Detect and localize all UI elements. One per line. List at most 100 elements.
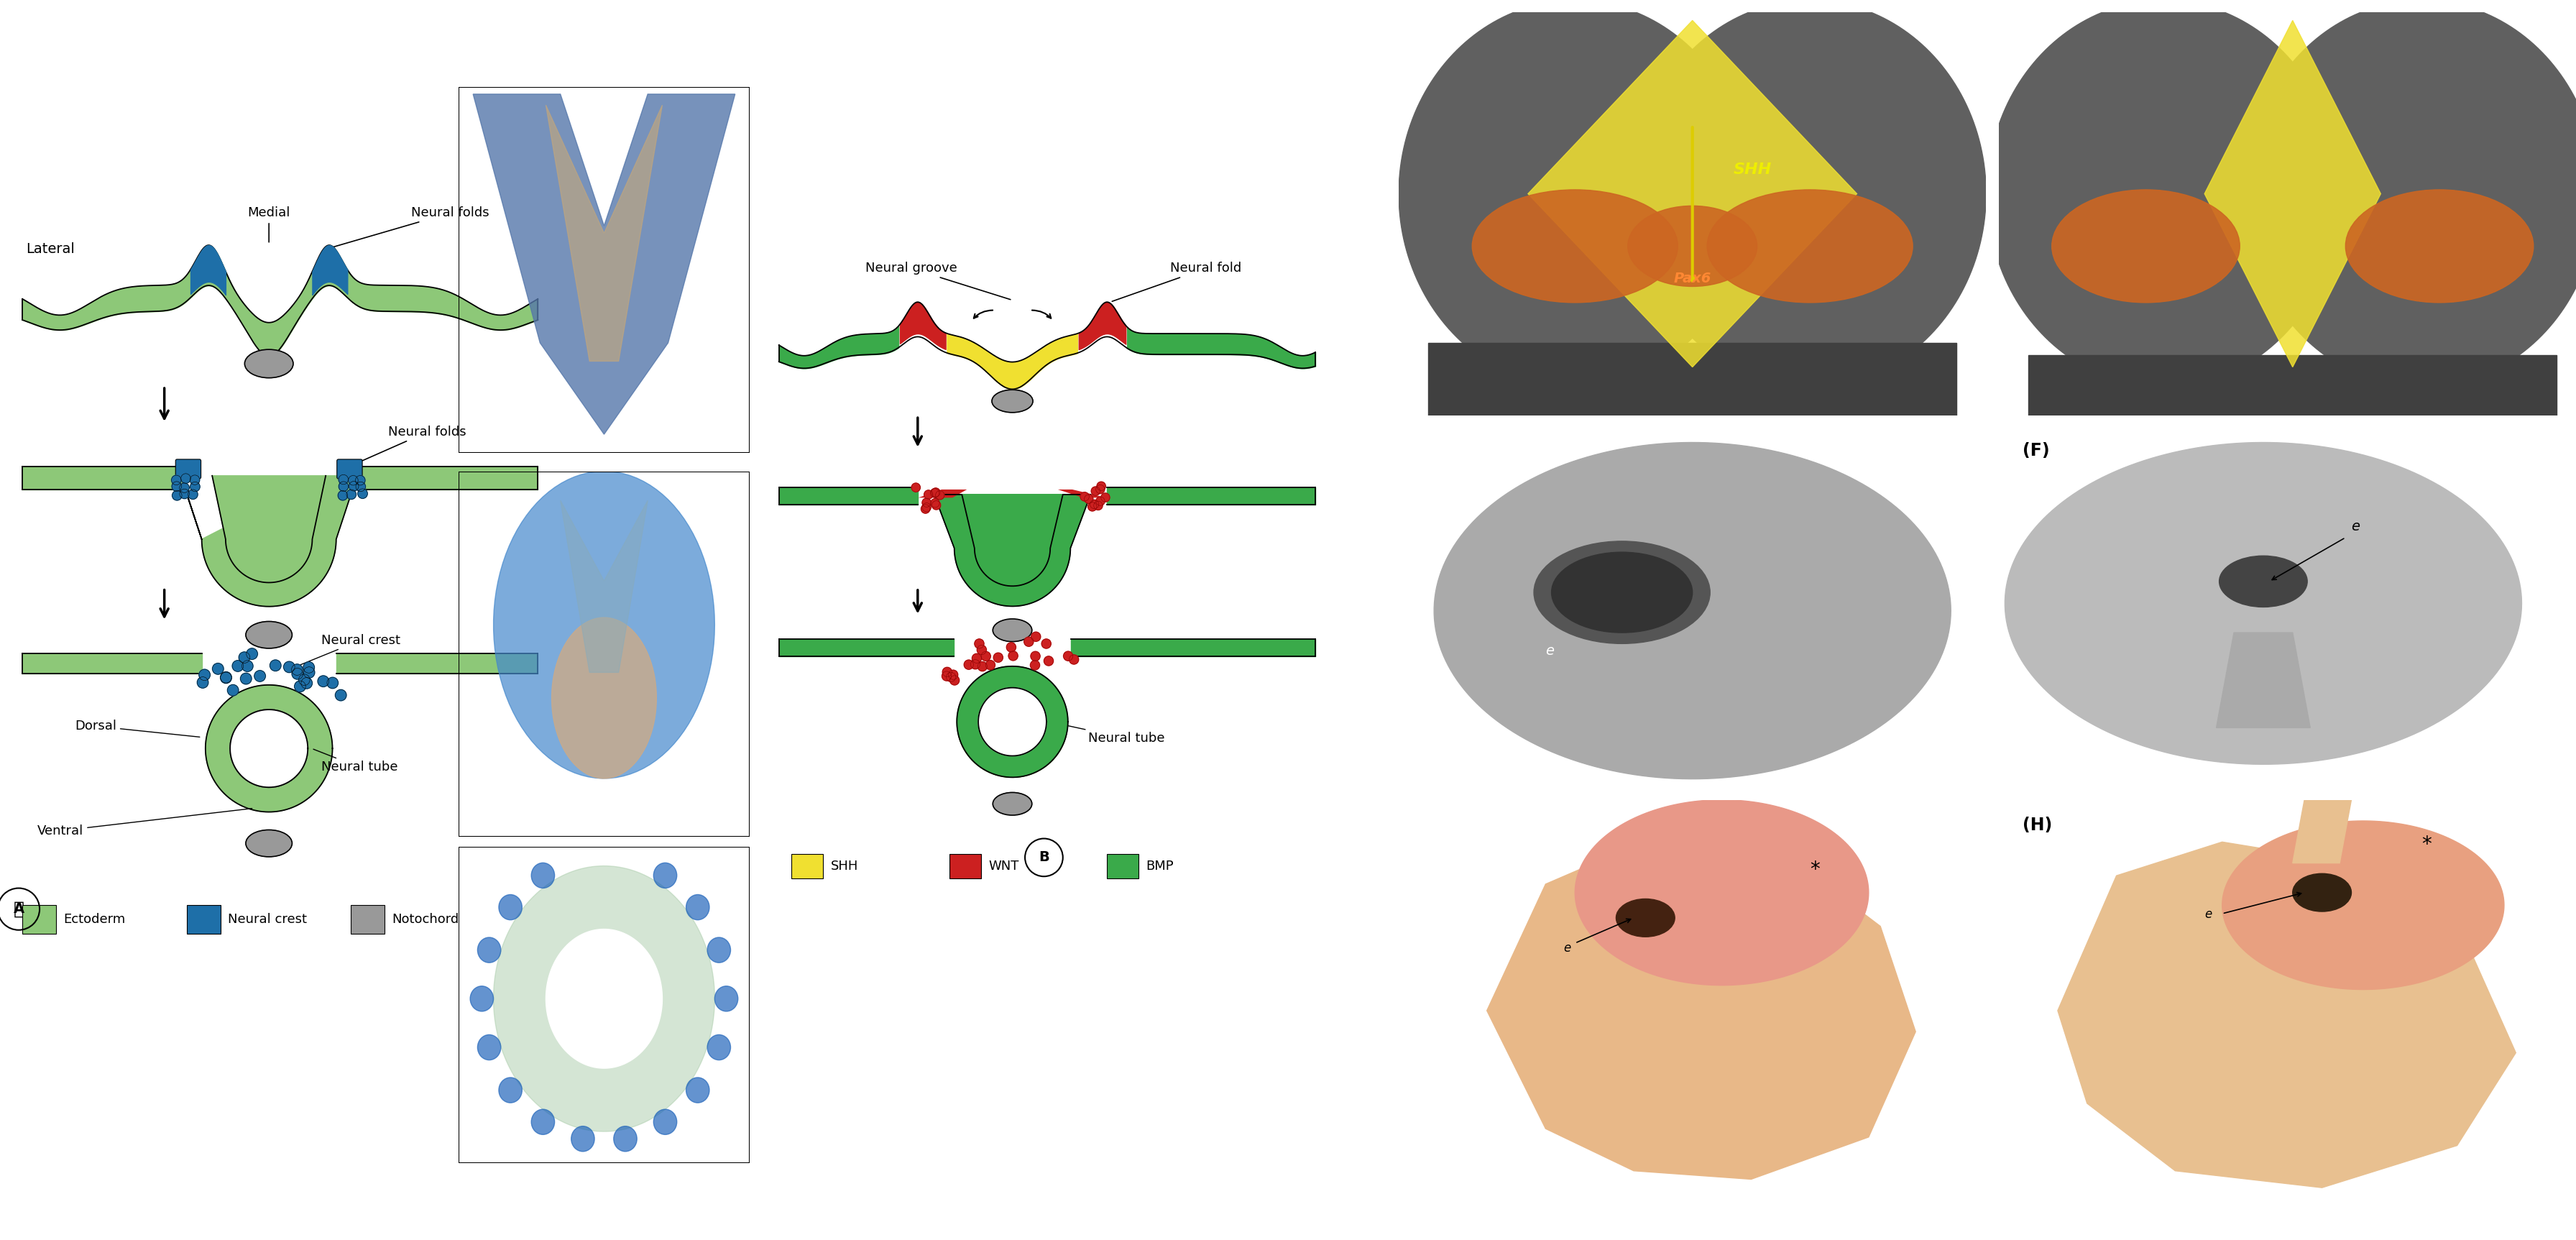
- Polygon shape: [206, 684, 332, 812]
- Circle shape: [963, 660, 974, 670]
- Circle shape: [1064, 651, 1074, 661]
- Polygon shape: [935, 495, 1090, 606]
- Circle shape: [714, 986, 737, 1012]
- Ellipse shape: [1615, 899, 1674, 937]
- Polygon shape: [958, 722, 1066, 777]
- Circle shape: [471, 986, 495, 1012]
- Circle shape: [971, 660, 979, 670]
- Polygon shape: [2223, 821, 2504, 990]
- Circle shape: [935, 491, 945, 500]
- Bar: [188, 905, 222, 934]
- Text: *: *: [1811, 859, 1819, 880]
- Circle shape: [979, 662, 987, 671]
- Circle shape: [337, 481, 348, 491]
- Ellipse shape: [1533, 541, 1710, 644]
- Circle shape: [930, 498, 940, 507]
- Polygon shape: [474, 94, 734, 434]
- Circle shape: [933, 501, 940, 510]
- Text: e: e: [1564, 941, 1571, 955]
- Text: Neural crest: Neural crest: [289, 634, 399, 670]
- FancyBboxPatch shape: [337, 459, 363, 479]
- Polygon shape: [546, 105, 662, 361]
- Polygon shape: [229, 709, 307, 787]
- Circle shape: [477, 1034, 500, 1060]
- Circle shape: [1095, 485, 1105, 494]
- Text: Pax6: Pax6: [1674, 272, 1710, 285]
- Text: (E): (E): [1422, 443, 1450, 460]
- Circle shape: [304, 667, 314, 678]
- Ellipse shape: [2347, 190, 2532, 303]
- Circle shape: [613, 1126, 636, 1152]
- Circle shape: [994, 652, 1002, 662]
- Ellipse shape: [245, 350, 294, 378]
- Polygon shape: [1059, 490, 1108, 497]
- Polygon shape: [1574, 800, 1868, 986]
- Circle shape: [708, 1034, 732, 1060]
- Circle shape: [222, 672, 232, 683]
- Circle shape: [1079, 492, 1090, 501]
- Polygon shape: [1435, 443, 1950, 779]
- Circle shape: [188, 490, 198, 500]
- Circle shape: [304, 662, 314, 673]
- Polygon shape: [2027, 355, 2558, 415]
- Text: e: e: [2352, 520, 2360, 533]
- Polygon shape: [979, 688, 1046, 756]
- Circle shape: [1087, 502, 1097, 511]
- Polygon shape: [2215, 632, 2311, 728]
- Circle shape: [531, 863, 554, 888]
- Circle shape: [222, 672, 232, 683]
- Text: (H): (H): [2022, 817, 2053, 835]
- Polygon shape: [956, 666, 1069, 777]
- Circle shape: [211, 663, 224, 675]
- Circle shape: [337, 491, 348, 501]
- Text: Neural folds: Neural folds: [332, 207, 489, 247]
- Polygon shape: [2004, 443, 2522, 764]
- Circle shape: [355, 482, 366, 491]
- Circle shape: [198, 670, 211, 681]
- Circle shape: [933, 489, 940, 497]
- Text: Dorsal: Dorsal: [75, 719, 201, 737]
- Circle shape: [500, 1078, 523, 1102]
- Circle shape: [922, 505, 930, 513]
- Circle shape: [255, 671, 265, 682]
- Polygon shape: [943, 495, 1082, 587]
- Circle shape: [922, 503, 930, 512]
- Circle shape: [1030, 651, 1041, 661]
- Circle shape: [708, 937, 732, 962]
- Polygon shape: [1986, 0, 2339, 387]
- Circle shape: [301, 677, 312, 688]
- Circle shape: [335, 689, 345, 701]
- Polygon shape: [1399, 0, 1752, 387]
- Text: Lateral: Lateral: [26, 243, 75, 257]
- Text: SHH: SHH: [1734, 162, 1772, 176]
- Circle shape: [976, 645, 987, 655]
- Text: SHH: SHH: [829, 859, 858, 873]
- Text: BMP: BMP: [1146, 859, 1175, 873]
- Text: *: *: [2421, 835, 2432, 854]
- Circle shape: [477, 937, 500, 962]
- Circle shape: [1095, 501, 1103, 510]
- Ellipse shape: [992, 619, 1033, 641]
- Polygon shape: [2205, 21, 2380, 367]
- Circle shape: [1043, 656, 1054, 666]
- Circle shape: [355, 475, 366, 485]
- Circle shape: [358, 489, 368, 498]
- Bar: [350, 905, 384, 934]
- Ellipse shape: [245, 830, 291, 857]
- Circle shape: [971, 653, 981, 663]
- Circle shape: [1025, 637, 1033, 646]
- Polygon shape: [2058, 842, 2517, 1188]
- Polygon shape: [2246, 0, 2576, 387]
- Circle shape: [247, 649, 258, 660]
- Ellipse shape: [1628, 206, 1757, 286]
- Text: Neural tube: Neural tube: [1051, 722, 1164, 745]
- Circle shape: [1007, 642, 1015, 652]
- Circle shape: [943, 671, 951, 681]
- Circle shape: [198, 677, 209, 688]
- Text: Ectoderm: Ectoderm: [64, 913, 126, 926]
- Text: Neural fold: Neural fold: [1113, 262, 1242, 301]
- Circle shape: [951, 676, 958, 684]
- Ellipse shape: [2053, 190, 2239, 303]
- Text: B: B: [1038, 851, 1048, 864]
- Circle shape: [974, 639, 984, 649]
